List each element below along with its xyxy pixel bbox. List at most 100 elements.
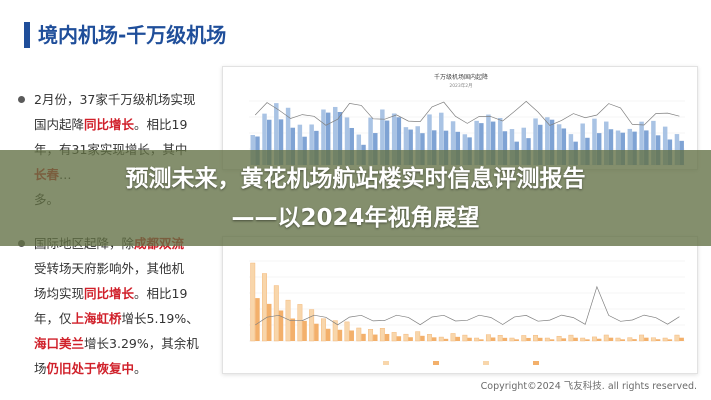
bar (396, 117, 402, 165)
bar (278, 310, 284, 341)
bar (679, 337, 684, 341)
bar (490, 337, 496, 341)
bar (373, 133, 378, 165)
bar (632, 131, 637, 165)
bar (420, 335, 425, 341)
bar (356, 327, 362, 342)
legend-swatch (383, 361, 389, 365)
bar (337, 112, 343, 165)
bar (533, 118, 538, 165)
legend-swatch (533, 361, 539, 365)
bar (356, 134, 362, 165)
bar (450, 333, 456, 342)
bar (549, 339, 555, 341)
bar (644, 337, 649, 341)
bar (526, 337, 531, 341)
bar (651, 120, 656, 165)
body-text: 。 (134, 361, 147, 376)
bar (309, 309, 315, 342)
bullet-2-line: 受转场天府影响外，其他机 (34, 256, 214, 281)
bar (427, 334, 432, 342)
body-text: 场 (34, 361, 47, 376)
bullet-1-line: 2月份，37家千万级机场实现 (34, 87, 214, 112)
bar (380, 109, 385, 165)
bar (321, 109, 326, 165)
bar (274, 103, 279, 165)
bar (644, 130, 649, 165)
bullet-text-2: 国际地区起降，除成都双流受转场天府影响外，其他机场均实现同比增长。相比19年，仅… (34, 231, 214, 381)
body-text: 2月份，37家千万级机场实现 (34, 92, 196, 107)
bullet-1-line: 国内起降同比增长。相比19 (34, 112, 214, 137)
highlight-text: 同比增长 (84, 117, 135, 132)
bar (290, 127, 296, 165)
bar (509, 337, 515, 342)
trend-line (254, 100, 680, 126)
bar (650, 337, 656, 342)
bar (585, 339, 590, 341)
bar (408, 337, 413, 341)
bar (344, 117, 350, 165)
bar (455, 131, 461, 165)
bar (325, 112, 331, 165)
bar (344, 321, 350, 342)
bar (297, 304, 303, 342)
bar (408, 129, 413, 165)
bar (521, 335, 527, 342)
bar (580, 337, 586, 342)
body-text: 增长5.19%、 (121, 311, 199, 326)
slide-title: 境内机场-千万级机场 (38, 23, 227, 47)
bar (538, 124, 543, 165)
trend-line (255, 285, 680, 326)
bar (556, 124, 562, 165)
bar (497, 335, 503, 342)
bar (396, 336, 402, 341)
highlight-text: 海口美兰 (34, 336, 85, 351)
bullet-dot-1 (18, 96, 25, 103)
bar (573, 337, 578, 341)
bar (561, 128, 567, 165)
copyright-text: Copyright©2024 飞友科技. all rights reserved… (480, 381, 697, 392)
bar (538, 337, 543, 341)
bar (443, 130, 449, 165)
legend-swatch (483, 361, 489, 365)
bar (368, 117, 373, 165)
bar (379, 328, 385, 342)
bar (391, 332, 397, 342)
bullet-2-line: 场均实现同比增长。相比19 (34, 281, 214, 306)
bar (297, 124, 303, 165)
bar (321, 318, 326, 342)
highlight-text: 仍旧处于恢复中 (46, 361, 135, 376)
bar (549, 119, 555, 165)
body-text: 场均实现 (34, 286, 85, 301)
highlight-text: 同比增长 (84, 286, 135, 301)
bar (561, 338, 567, 341)
bullet-2-line: 场仍旧处于恢复中。 (34, 356, 214, 381)
bar (485, 334, 491, 342)
bar (349, 330, 354, 341)
bar (273, 285, 279, 342)
bar (415, 126, 420, 165)
bar (486, 114, 491, 165)
bar (309, 124, 314, 165)
bar (608, 129, 614, 165)
international-chart (249, 260, 685, 365)
body-text: 增长3.29%，其余机 (84, 336, 199, 351)
bar (278, 119, 284, 165)
bar (349, 127, 354, 165)
bar (266, 303, 272, 341)
bar (474, 337, 480, 342)
bar (596, 338, 602, 341)
bar (674, 334, 680, 342)
bar (403, 333, 409, 342)
bar (467, 337, 472, 341)
bar (391, 113, 397, 165)
bar (302, 320, 307, 341)
bar (427, 114, 432, 165)
bar (325, 328, 331, 341)
bar (580, 123, 585, 165)
bar (674, 134, 680, 165)
bar (596, 133, 602, 165)
bar (497, 117, 503, 165)
bar (568, 134, 574, 165)
headline-line-1: 预测未来，黄花机场航站楼实时信息评测报告 (125, 166, 586, 192)
